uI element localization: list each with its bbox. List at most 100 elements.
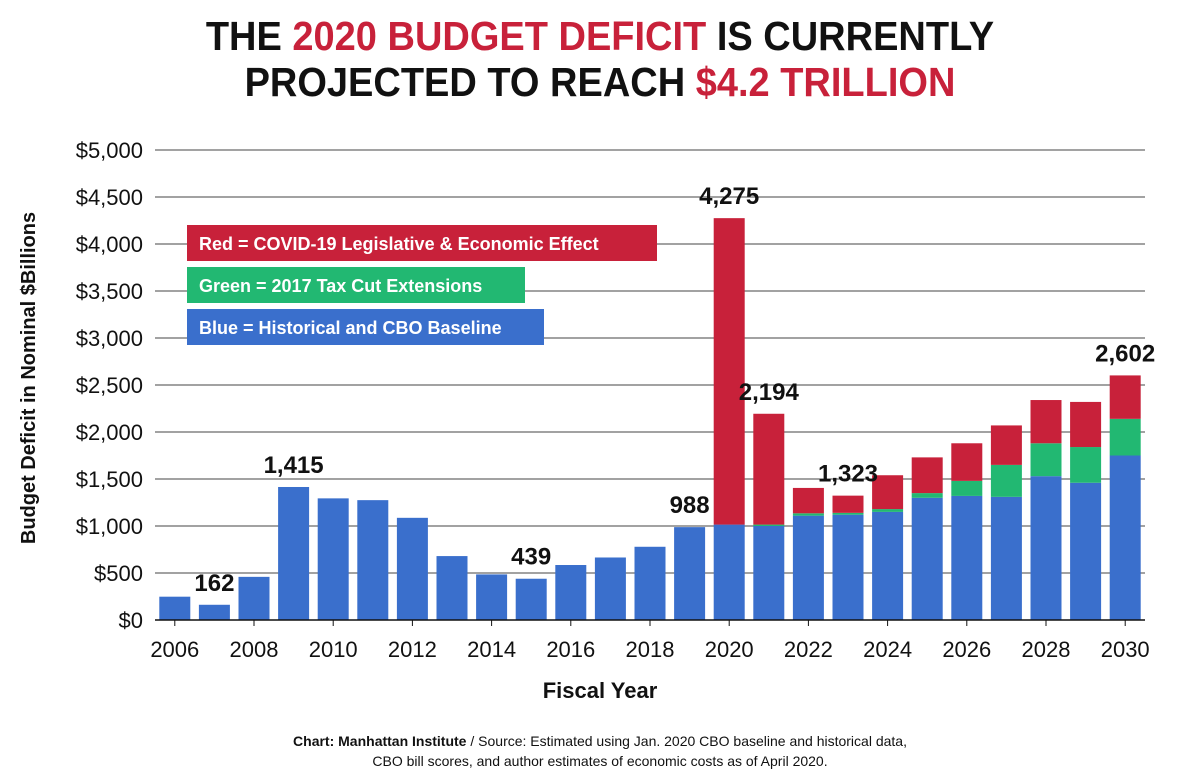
chart-title-line-2: PROJECTED TO REACH $4.2 TRILLION [0, 58, 1200, 108]
bar-segment-red-bar-2029 [1070, 401, 1102, 448]
x-tick-label: 2012 [388, 637, 437, 662]
bar-segment-green-bar-2029 [1070, 447, 1102, 483]
legend-label: Green = 2017 Tax Cut Extensions [199, 276, 482, 296]
stacked-bar-chart: $0 $500 $1,000 $1,500 $2,000 $2,500 $3,000 $3,5… [18, 138, 1155, 703]
legend-box [187, 309, 544, 345]
bar-segment-blue-bar-2019 [674, 527, 706, 620]
bar-segment-blue-bar-2028 [1030, 476, 1062, 620]
bar-segment-blue-bar-2006 [159, 596, 191, 620]
y-tick-label: $5,000 [76, 138, 143, 163]
bar-segment-blue-bar-2021 [753, 526, 785, 620]
bar-segment-blue-bar-2010 [317, 498, 349, 620]
chart-source-note-2: CBO bill scores, and author estimates of… [0, 752, 1200, 771]
bar-segment-red-bar-2022 [792, 487, 824, 514]
bar-segment-blue-bar-2029 [1070, 482, 1102, 620]
legend-box [187, 267, 525, 303]
legend-label: Blue = Historical and CBO Baseline [199, 318, 502, 338]
source-line-2: CBO bill scores, and author estimates of… [372, 753, 828, 769]
title-part: IS CURRENTLY [706, 14, 995, 60]
bar-segment-blue-bar-2014 [476, 574, 508, 620]
data-label: 1,323 [818, 461, 878, 488]
y-tick-label: $1,000 [76, 514, 143, 539]
bar-segment-blue-bar-2024 [872, 511, 904, 620]
chart-title-line-1: THE 2020 BUDGET DEFICIT IS CURRENTLY [0, 12, 1200, 62]
bar-segment-blue-bar-2009 [278, 486, 310, 620]
x-tick-label: 2020 [705, 637, 754, 662]
source-line-1: Source: Estimated using Jan. 2020 CBO ba… [478, 733, 907, 749]
x-tick-label: 2018 [626, 637, 675, 662]
data-label: 2,602 [1095, 340, 1155, 367]
x-tick-label: 2008 [230, 637, 279, 662]
bar-segment-green-bar-2022 [792, 513, 824, 516]
x-tick-label: 2016 [546, 637, 595, 662]
y-tick-label: $1,500 [76, 467, 143, 492]
x-tick-label: 2006 [150, 637, 199, 662]
bar-segment-red-bar-2026 [951, 443, 983, 481]
bar-segment-red-bar-2028 [1030, 400, 1062, 444]
chart-source-note: Chart: Manhattan Institute / Source: Est… [0, 732, 1200, 751]
bar-segment-red-bar-2027 [990, 425, 1022, 465]
bar-segment-blue-bar-2007 [198, 604, 230, 620]
x-tick-label: 2022 [784, 637, 833, 662]
x-tick-label: 2028 [1022, 637, 1071, 662]
bar-segment-red-bar-2030 [1109, 375, 1141, 419]
data-label: 4,275 [699, 183, 759, 210]
title-part: PROJECTED TO REACH [244, 60, 696, 106]
bar-segment-blue-bar-2026 [951, 495, 983, 620]
bar-segment-green-bar-2028 [1030, 443, 1062, 477]
bar-segment-blue-bar-2015 [515, 578, 547, 620]
x-tick-label: 2026 [942, 637, 991, 662]
x-tick-label: 2014 [467, 637, 516, 662]
y-tick-label: $3,500 [76, 279, 143, 304]
bar-segment-green-bar-2025 [911, 493, 943, 498]
bar-segment-blue-bar-2025 [911, 497, 943, 620]
bar-segment-green-bar-2023 [832, 512, 864, 515]
x-tick-label: 2030 [1101, 637, 1150, 662]
y-tick-label: $4,500 [76, 185, 143, 210]
bar-segment-blue-bar-2013 [436, 556, 468, 620]
bar-segment-blue-bar-2022 [792, 515, 824, 620]
bar-segment-blue-bar-2017 [594, 557, 626, 620]
data-label: 439 [511, 544, 551, 571]
bar-segment-blue-bar-2018 [634, 546, 666, 620]
bar-segment-red-bar-2020 [713, 218, 745, 525]
bar-segment-blue-bar-2020 [713, 524, 745, 620]
legend-label: Red = COVID-19 Legislative & Economic Ef… [199, 234, 599, 254]
y-tick-label: $500 [94, 561, 143, 586]
bar-segment-green-bar-2026 [951, 480, 983, 496]
bar-segment-red-bar-2023 [832, 495, 864, 513]
bar-segment-blue-bar-2027 [990, 496, 1022, 620]
bar-segment-blue-bar-2023 [832, 514, 864, 620]
bar-segment-green-bar-2027 [990, 464, 1022, 497]
chart-credit: Chart: Manhattan Institute [293, 733, 467, 749]
title-highlight: $4.2 TRILLION [695, 60, 956, 106]
legend-box [187, 225, 657, 261]
bar-segment-red-bar-2021 [753, 413, 785, 525]
y-tick-label: $2,000 [76, 420, 143, 445]
y-tick-label: $0 [119, 608, 143, 633]
x-tick-label: 2024 [863, 637, 912, 662]
y-tick-label: $4,000 [76, 232, 143, 257]
bar-segment-green-bar-2021 [753, 524, 785, 526]
bar-segment-blue-bar-2012 [396, 517, 428, 620]
y-axis-title: Budget Deficit in Nominal $Billions [18, 212, 40, 544]
bar-segment-red-bar-2024 [872, 475, 904, 510]
data-label: 1,415 [264, 452, 324, 479]
x-tick-label: 2010 [309, 637, 358, 662]
bar-segment-red-bar-2025 [911, 457, 943, 494]
data-label: 988 [670, 492, 710, 519]
bar-segment-blue-bar-2011 [357, 500, 389, 620]
x-axis-title: Fiscal Year [543, 678, 658, 703]
y-tick-label: $3,000 [76, 326, 143, 351]
bar-segment-blue-bar-2016 [555, 565, 587, 620]
bar-segment-blue-bar-2008 [238, 576, 270, 620]
title-highlight: 2020 BUDGET DEFICIT [292, 14, 707, 60]
bar-segment-green-bar-2030 [1109, 418, 1141, 456]
data-label: 2,194 [739, 379, 800, 406]
title-part: THE [205, 14, 293, 60]
data-label: 162 [194, 570, 234, 597]
y-tick-label: $2,500 [76, 373, 143, 398]
bar-segment-green-bar-2024 [872, 509, 904, 512]
footer-separator: / [466, 733, 479, 749]
bar-segment-blue-bar-2030 [1109, 455, 1141, 620]
